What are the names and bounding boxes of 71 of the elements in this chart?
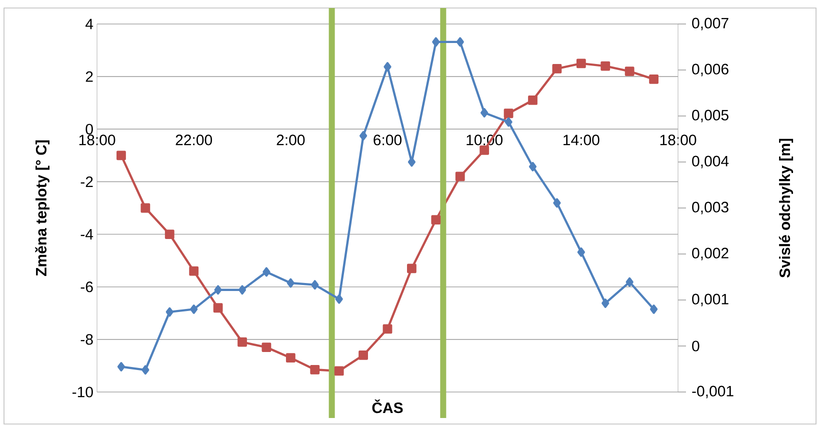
x-tick-label: 18:00 <box>660 134 696 146</box>
point <box>358 350 368 360</box>
x-tick-label: 18:00 <box>79 134 116 146</box>
point <box>577 247 585 257</box>
point <box>311 280 319 290</box>
point <box>480 145 490 155</box>
point <box>238 285 246 295</box>
y2-tick-label: 0,007 <box>692 18 728 30</box>
point <box>190 304 198 314</box>
point <box>528 96 538 105</box>
y2-tick-label: 0,004 <box>692 156 729 168</box>
y2-tick-label: -0,001 <box>692 386 734 398</box>
point <box>116 150 126 160</box>
y-tick-label: -8 <box>80 334 93 345</box>
point <box>650 304 658 314</box>
point <box>626 277 634 287</box>
point <box>142 365 150 375</box>
point <box>600 61 610 71</box>
point <box>602 298 610 308</box>
y2-tick-label: 0,005 <box>692 110 728 122</box>
point <box>164 230 174 239</box>
point <box>310 364 320 374</box>
point <box>455 172 465 182</box>
y-tick-label: 0 <box>86 124 93 134</box>
point <box>166 307 174 317</box>
point <box>262 267 270 277</box>
point <box>431 215 441 225</box>
point <box>117 362 126 372</box>
point <box>504 108 514 118</box>
point <box>384 62 392 72</box>
point <box>140 203 150 213</box>
y-tick-label: -6 <box>80 282 93 292</box>
point <box>382 324 392 334</box>
y-axis-title: Změna teploty [° C] <box>35 140 50 276</box>
x-tick-label: 6:00 <box>374 134 402 146</box>
y-tick-label: -10 <box>72 386 93 398</box>
y2-tick-label: 0 <box>692 340 700 352</box>
point <box>214 285 222 295</box>
point <box>553 198 561 208</box>
y2-tick-label: 0,001 <box>692 294 728 306</box>
point <box>456 37 464 47</box>
y-tick-label: -4 <box>80 229 94 240</box>
point <box>432 37 440 47</box>
point <box>286 278 294 288</box>
point <box>360 131 368 140</box>
point <box>189 266 199 276</box>
point <box>552 64 562 74</box>
y-tick-label: 4 <box>85 18 94 30</box>
point <box>649 74 658 84</box>
point <box>213 303 223 313</box>
x-axis-title: ČAS <box>372 400 403 414</box>
y2-tick-label: 0,003 <box>692 202 728 214</box>
y-tick-label: 2 <box>86 71 93 82</box>
point <box>334 366 344 376</box>
y2-tick-label: 0,002 <box>692 248 728 260</box>
point <box>335 294 343 304</box>
x-tick-label: 22:00 <box>176 134 212 146</box>
point <box>504 117 512 127</box>
x-tick-label: 2:00 <box>276 134 305 146</box>
point <box>624 66 634 76</box>
y-tick-label: -2 <box>80 176 93 187</box>
point <box>528 162 537 172</box>
y2-tick-label: 0,006 <box>692 64 728 76</box>
point <box>407 264 416 274</box>
point <box>262 342 272 352</box>
y2-axis-title: Svislé odchylky [m] <box>778 138 794 278</box>
point <box>286 353 296 363</box>
point <box>576 58 586 68</box>
x-tick-label: 14:00 <box>564 134 600 146</box>
point <box>238 337 247 347</box>
point <box>480 108 488 118</box>
